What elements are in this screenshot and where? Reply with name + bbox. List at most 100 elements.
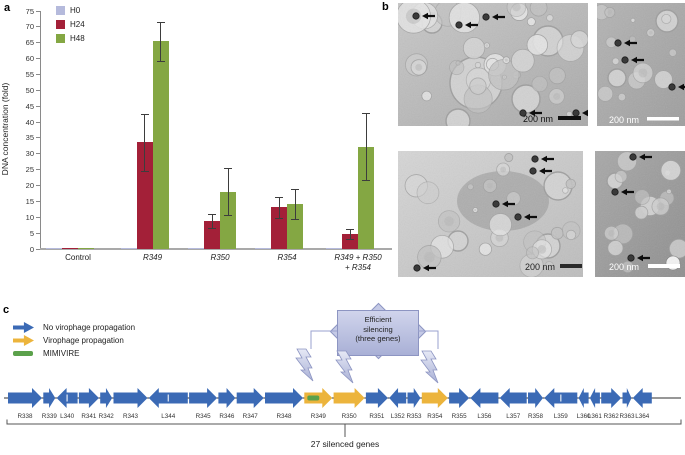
y-tick <box>36 200 40 202</box>
y-tick <box>36 153 40 155</box>
y-tick-label: 30 <box>25 149 34 159</box>
em-grain <box>595 151 685 277</box>
legend-item: H0 <box>56 4 85 16</box>
bar-H24 <box>204 221 220 249</box>
scale-label: 200 nm <box>525 262 555 272</box>
pointer-arrow-icon <box>621 188 634 196</box>
virophage-arrows <box>611 153 652 262</box>
bracket-label: 27 silenced genes <box>311 439 380 449</box>
pointer-arrow-icon <box>423 264 436 272</box>
blue-gene-arrow-icon <box>13 322 37 333</box>
gene-label: R363 <box>619 413 635 420</box>
callout-line: (three genes) <box>355 334 401 344</box>
legend-item: H48 <box>56 32 85 44</box>
callout-line: Efficient <box>364 315 392 324</box>
virophage-particle <box>529 167 537 175</box>
scale-label: 200 nm <box>523 114 553 124</box>
legend-label: H0 <box>70 5 81 15</box>
x-category-label: Control <box>65 253 91 262</box>
pointer-arrow-icon <box>624 39 637 47</box>
gene-arrow-R341 <box>78 388 99 408</box>
legend-swatch <box>56 19 65 29</box>
efficient-silencing-callout: Efficient silencing (three genes) <box>337 310 419 356</box>
gene-label: R343 <box>123 413 139 420</box>
x-category-label: R349 + R350 + R354 <box>334 253 382 272</box>
gene-label: L361 <box>588 413 603 420</box>
bar-H0 <box>188 248 204 249</box>
error-bar <box>227 168 229 215</box>
error-cap <box>140 170 149 172</box>
gene-label: R358 <box>528 413 544 420</box>
gene-arrow-R353 <box>407 388 421 408</box>
silenced-genes-bracket <box>6 419 682 437</box>
virophage-particle <box>482 13 490 21</box>
legend-row-no-propagation: No virophage propagation <box>13 321 135 334</box>
gene-arrow-R348 <box>265 388 303 408</box>
gene-arrow-R354 <box>421 388 448 408</box>
virophage-particle <box>572 109 580 117</box>
virophage-particle <box>514 213 522 221</box>
bar-H24 <box>342 234 358 249</box>
em-micrograph-2: 200 nm <box>597 3 685 126</box>
y-tick-label: 55 <box>25 69 34 79</box>
gene-arrow-R358 <box>528 388 543 408</box>
bar-H48 <box>78 248 94 249</box>
pointer-arrow-icon <box>502 200 515 208</box>
error-cap <box>291 189 299 191</box>
y-axis <box>40 11 41 249</box>
error-cap <box>224 214 232 216</box>
gene-arrow-R346 <box>218 388 236 408</box>
virophage-particle <box>629 153 637 161</box>
y-tick <box>36 105 40 107</box>
lightning-bolt-icon <box>335 350 354 384</box>
pointer-arrow-icon <box>582 109 588 117</box>
legend-row-propagation: Virophage propagation <box>13 334 135 347</box>
y-tick-label: 20 <box>25 181 34 191</box>
gene-arrow-L360 <box>578 388 589 408</box>
pointer-arrow-icon <box>539 167 552 175</box>
scale-label: 200 nm <box>609 262 639 272</box>
y-tick <box>36 248 40 250</box>
pointer-arrow-icon <box>422 12 435 20</box>
error-cap <box>156 22 165 24</box>
bar-chart: DNA concentration (fold) H0 H24 H48 0 5 10 15… <box>0 0 395 290</box>
em-grain <box>398 151 583 277</box>
scale-bar <box>560 264 582 268</box>
y-tick-label: 15 <box>25 196 34 206</box>
gene-arrow-R351 <box>365 388 388 408</box>
y-tick <box>36 26 40 28</box>
gene-arrow-L357 <box>499 388 527 408</box>
gene-map: R338 R339 L340 R341 R342 R343 L344 R345 R346 R347… <box>4 330 682 449</box>
error-cap <box>208 228 216 230</box>
error-bar <box>294 189 296 219</box>
em-grain <box>398 3 588 126</box>
virophage-particle <box>455 21 463 29</box>
virophage-arrows <box>614 39 685 91</box>
error-cap <box>208 214 216 216</box>
gene-label: R355 <box>452 413 468 420</box>
gene-label: L356 <box>477 413 492 420</box>
gene-arrow-R355 <box>449 388 470 408</box>
gene-arrow-R339 <box>43 388 56 408</box>
bar-H48 <box>287 203 303 249</box>
error-cap <box>362 180 370 182</box>
y-tick <box>36 89 40 91</box>
y-tick-label: 25 <box>25 165 34 175</box>
y-tick-label: 40 <box>25 117 34 127</box>
pointer-arrow-icon <box>637 254 650 262</box>
gene-label: L360 <box>577 413 592 420</box>
error-bar <box>144 114 145 171</box>
virophage-particle <box>611 188 619 196</box>
error-cap <box>140 114 149 116</box>
y-tick <box>36 185 40 187</box>
pointer-arrow-icon <box>541 155 554 163</box>
gene-arrow-R343 <box>113 388 148 408</box>
y-tick <box>36 58 40 60</box>
gene-label: R342 <box>99 413 115 420</box>
y-tick-label: 45 <box>25 101 34 111</box>
virophage-particle <box>492 200 500 208</box>
gene-label: R339 <box>42 413 58 420</box>
y-tick <box>36 121 40 123</box>
y-tick-label: 50 <box>25 85 34 95</box>
